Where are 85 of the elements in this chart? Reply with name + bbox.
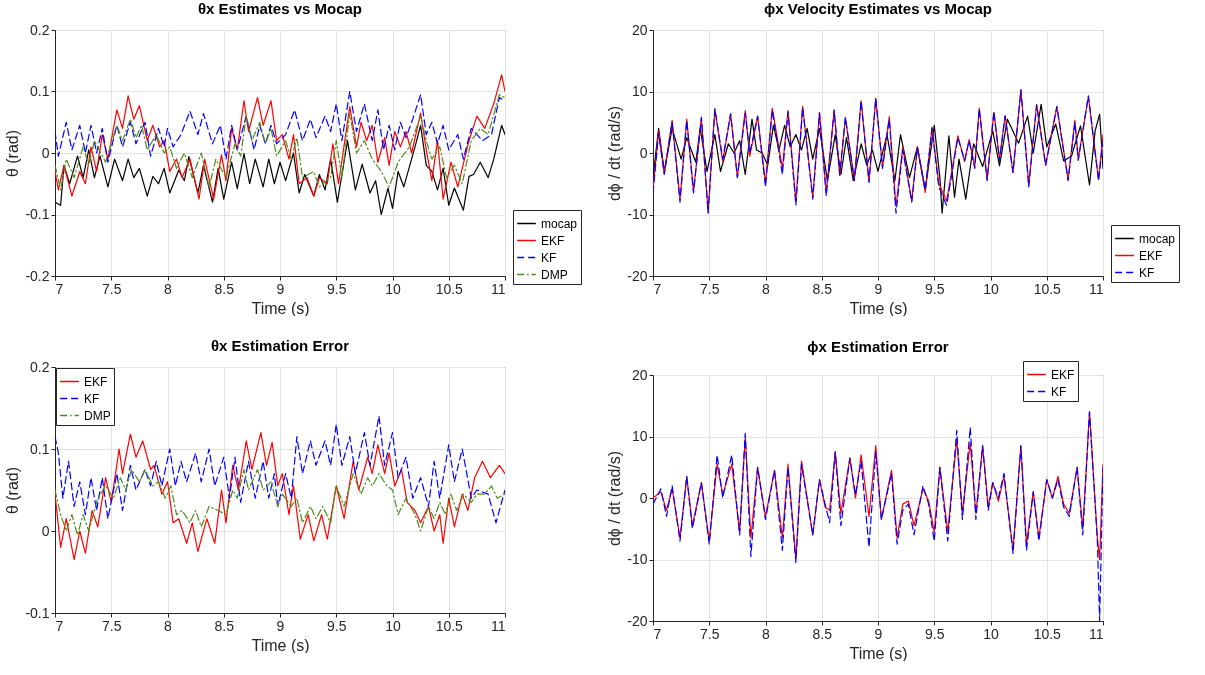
x-tick-label: 8.5 bbox=[812, 280, 833, 297]
x-tick-label: 9.5 bbox=[327, 280, 347, 297]
x-tick-label: 7.5 bbox=[102, 280, 122, 297]
chart-title: θx Estimation Error bbox=[210, 337, 350, 354]
legend-label: DMP bbox=[84, 408, 111, 423]
y-tick-label: 0 bbox=[639, 144, 648, 161]
line-series bbox=[55, 124, 505, 216]
x-tick-label: 8.5 bbox=[214, 617, 235, 634]
x-tick-label: 7.5 bbox=[102, 617, 122, 634]
x-tick-label: 10.5 bbox=[435, 280, 464, 297]
y-axis-title: dϕ / dt (rad/s) bbox=[606, 105, 624, 202]
legend-label: mocap bbox=[541, 216, 578, 231]
y-tick-label: -20 bbox=[627, 612, 648, 629]
line-series bbox=[55, 93, 505, 191]
x-tick-label: 9 bbox=[276, 617, 285, 634]
line-series bbox=[55, 468, 505, 536]
x-tick-label: 7.5 bbox=[700, 280, 720, 297]
x-tick-label: 9 bbox=[874, 280, 883, 297]
x-tick-label: 9 bbox=[874, 625, 883, 642]
legend-label: EKF bbox=[1051, 367, 1075, 382]
x-tick-label: 10 bbox=[385, 280, 401, 297]
x-tick-label: 11 bbox=[1088, 280, 1104, 297]
x-tick-label: 8.5 bbox=[214, 280, 235, 297]
legend-label: KF bbox=[1139, 265, 1155, 280]
x-tick-label: 11 bbox=[490, 617, 506, 634]
y-tick-label: 10 bbox=[631, 428, 648, 444]
x-tick-label: 8 bbox=[164, 280, 173, 297]
y-axis-title: θ (rad) bbox=[4, 129, 22, 178]
x-tick-label: 9.5 bbox=[327, 617, 347, 634]
x-tick-label: 10.5 bbox=[435, 617, 464, 634]
y-tick-label: 0 bbox=[41, 522, 50, 539]
x-tick-label: 10 bbox=[983, 625, 999, 642]
x-tick-label: 8 bbox=[762, 625, 771, 642]
x-tick-label: 9.5 bbox=[925, 280, 945, 297]
y-tick-label: -10 bbox=[627, 551, 648, 567]
y-tick-label: 0.2 bbox=[30, 358, 50, 375]
x-tick-label: 9.5 bbox=[925, 625, 945, 642]
legend-label: KF bbox=[84, 391, 100, 406]
y-axis-title: θ (rad) bbox=[4, 466, 22, 515]
x-axis-title: Time (s) bbox=[251, 299, 310, 317]
legend-label: EKF bbox=[1139, 248, 1163, 263]
y-tick-label: 0.1 bbox=[30, 83, 50, 99]
y-tick-label: 0.2 bbox=[30, 21, 50, 38]
y-tick-label: 20 bbox=[631, 366, 648, 383]
legend-label: DMP bbox=[541, 267, 568, 282]
x-axis-title: Time (s) bbox=[849, 299, 908, 317]
chart-title: ϕx Velocity Estimates vs Mocap bbox=[763, 0, 993, 17]
line-series bbox=[55, 432, 505, 561]
y-tick-label: -10 bbox=[627, 206, 648, 222]
x-tick-label: 10 bbox=[385, 617, 401, 634]
y-tick-label: 0.1 bbox=[30, 440, 50, 457]
legend-label: KF bbox=[541, 250, 557, 265]
y-tick-label: 20 bbox=[631, 21, 648, 38]
legend-label: mocap bbox=[1139, 231, 1176, 246]
x-tick-label: 7.5 bbox=[700, 625, 720, 642]
x-tick-label: 11 bbox=[1088, 625, 1104, 642]
x-tick-label: 7 bbox=[55, 617, 64, 634]
legend-label: EKF bbox=[84, 374, 108, 389]
y-tick-label: -0.1 bbox=[25, 604, 50, 621]
x-tick-label: 8 bbox=[762, 280, 771, 297]
x-tick-label: 8 bbox=[164, 617, 173, 634]
y-tick-label: 0 bbox=[41, 144, 50, 161]
chart-title: ϕx Estimation Error bbox=[807, 337, 949, 355]
x-tick-label: 8.5 bbox=[812, 625, 833, 642]
y-tick-label: -0.2 bbox=[25, 267, 50, 284]
legend-label: KF bbox=[1051, 384, 1067, 399]
y-tick-label: -0.1 bbox=[25, 206, 50, 222]
y-tick-label: 0 bbox=[639, 489, 648, 506]
x-tick-label: 7 bbox=[653, 280, 662, 297]
x-tick-label: 7 bbox=[653, 625, 662, 642]
x-axis-title: Time (s) bbox=[251, 636, 310, 654]
x-tick-label: 9 bbox=[276, 280, 285, 297]
x-tick-label: 10.5 bbox=[1033, 625, 1062, 642]
legend-label: EKF bbox=[541, 233, 565, 248]
x-tick-label: 10.5 bbox=[1033, 280, 1062, 297]
chart-title: θx Estimates vs Mocap bbox=[197, 0, 363, 17]
y-axis-title: dϕ / dt (rad/s) bbox=[606, 450, 624, 547]
x-tick-label: 11 bbox=[490, 280, 506, 297]
y-tick-label: -20 bbox=[627, 267, 648, 284]
x-axis-title: Time (s) bbox=[849, 644, 908, 662]
y-tick-label: 10 bbox=[631, 83, 648, 99]
line-series bbox=[55, 74, 505, 200]
x-tick-label: 10 bbox=[983, 280, 999, 297]
line-series bbox=[55, 90, 505, 163]
x-tick-label: 7 bbox=[55, 280, 64, 297]
